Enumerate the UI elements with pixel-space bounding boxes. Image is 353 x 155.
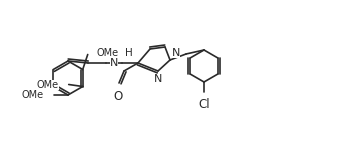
Text: N: N bbox=[172, 48, 180, 58]
Text: OMe: OMe bbox=[37, 80, 59, 89]
Text: H: H bbox=[125, 48, 133, 58]
Text: N: N bbox=[110, 58, 118, 68]
Text: Cl: Cl bbox=[198, 98, 210, 111]
Text: OMe: OMe bbox=[22, 90, 44, 100]
Text: O: O bbox=[113, 90, 122, 103]
Text: OMe: OMe bbox=[97, 47, 119, 58]
Text: N: N bbox=[154, 74, 162, 84]
